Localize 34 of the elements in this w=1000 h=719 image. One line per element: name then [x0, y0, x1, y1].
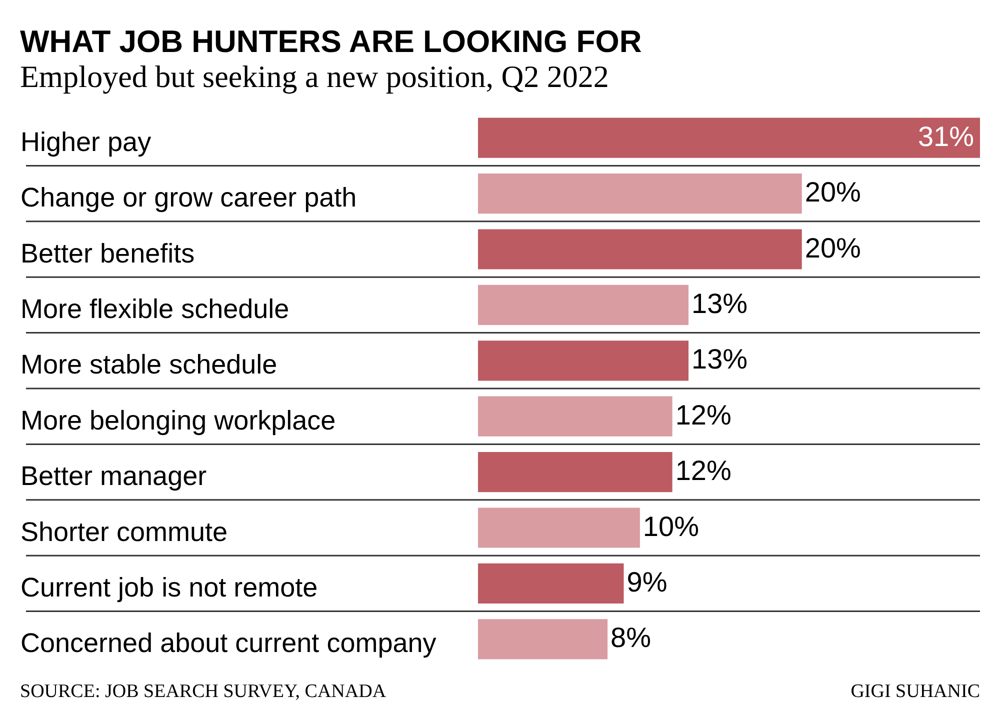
data-label: 12% [675, 399, 732, 430]
y-tick-label: Better benefits [20, 238, 195, 268]
data-label: 13% [692, 288, 748, 319]
bar [478, 508, 640, 548]
y-tick-label: More stable schedule [20, 350, 278, 380]
data-label: 31% [918, 120, 974, 152]
bar [478, 340, 689, 381]
y-tick-label: More flexible schedule [20, 294, 290, 324]
bar [478, 118, 980, 158]
bar [478, 619, 608, 660]
data-label: 8% [610, 622, 652, 654]
data-label: 20% [804, 232, 861, 264]
y-tick-label: Current job is not remote [20, 572, 318, 602]
bar [478, 563, 624, 604]
bar [478, 174, 802, 214]
y-tick-label: More belonging workplace [20, 405, 336, 436]
data-label: 10% [642, 510, 699, 542]
y-tick-label: Change or grow career path [20, 182, 357, 213]
y-tick-label: Higher pay [20, 126, 152, 157]
source-note: SOURCE: JOB SEARCH SURVEY, CANADA [20, 681, 386, 702]
y-tick-label: Shorter commute [20, 516, 228, 547]
data-label: 13% [692, 344, 748, 375]
data-label: 9% [626, 566, 668, 598]
text: GIGI SUHANIC [850, 681, 980, 702]
chart-title: WHAT JOB HUNTERS ARE LOOKING FOR [20, 24, 642, 59]
bar [478, 452, 672, 492]
y-tick-label: Concerned about current company [20, 628, 437, 658]
data-label: 12% [675, 455, 732, 486]
bar [478, 396, 672, 436]
chart-subtitle: Employed but seeking a new position, Q2 2022 [20, 59, 609, 94]
data-label: 20% [804, 176, 861, 208]
y-tick-label: Better manager [20, 461, 207, 492]
bar [478, 284, 689, 325]
bar [478, 229, 802, 270]
